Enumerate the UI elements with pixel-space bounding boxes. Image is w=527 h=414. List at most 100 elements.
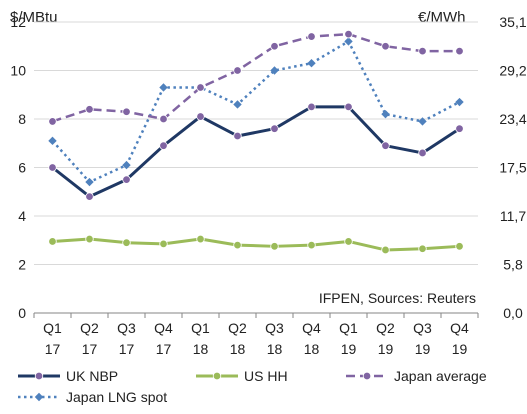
y-left-tick-label: 4 (18, 208, 26, 224)
legend-label: Japan average (394, 368, 487, 384)
data-point (85, 234, 94, 244)
data-point (381, 245, 390, 255)
data-point (159, 83, 168, 92)
series-line (52, 32, 460, 123)
y-left-tick-label: 6 (18, 160, 26, 176)
series-uk-nbp (48, 102, 464, 201)
legend-item: US HH (196, 368, 288, 384)
data-point (270, 66, 279, 75)
axes: 0 2 4 6 8 10 12 0,0 5,8 11,7 17,5 23,4 29,2 35,1 Q1 17 Q… (10, 14, 526, 357)
series-line (52, 237, 460, 252)
data-point (270, 242, 279, 251)
data-point (48, 117, 57, 126)
data-point (48, 163, 57, 172)
x-tick-label-year: 17 (119, 341, 135, 357)
y-left-tick-label: 0 (18, 305, 26, 321)
x-tick-label-year: 18 (304, 341, 320, 357)
legend-item: Japan average (346, 368, 487, 384)
data-point (344, 237, 353, 246)
x-tick-label-quarter: Q1 (339, 320, 358, 336)
x-tick-label-year: 17 (82, 341, 98, 357)
data-point (307, 32, 316, 41)
legend-swatch-marker (34, 371, 44, 381)
data-point (85, 192, 94, 201)
x-tick-label-year: 19 (341, 341, 357, 357)
x-tick-label-quarter: Q4 (302, 320, 321, 336)
data-point (122, 107, 131, 116)
data-point (381, 42, 390, 51)
data-point (418, 117, 427, 126)
data-point (196, 234, 205, 244)
data-point (418, 244, 427, 253)
data-point (233, 131, 242, 141)
data-point (455, 242, 464, 251)
x-tick-label-quarter: Q1 (43, 320, 62, 336)
legend-swatch-marker (212, 371, 222, 381)
data-point (418, 148, 427, 158)
y-left-tick-label: 2 (18, 257, 26, 273)
data-point (159, 114, 168, 124)
x-tick-label-quarter: Q2 (228, 320, 247, 336)
y-right-tick-label: 0,0 (503, 305, 523, 321)
data-point (159, 141, 168, 150)
y-right-tick-label: 29,2 (499, 63, 526, 79)
legend-label: Japan LNG spot (66, 389, 167, 405)
data-point (307, 102, 316, 112)
legend-label: US HH (244, 368, 288, 384)
data-point (344, 37, 353, 46)
x-tick-label-year: 18 (230, 341, 246, 357)
data-point (85, 105, 94, 114)
data-point (85, 177, 94, 187)
x-tick-label-year: 19 (415, 341, 431, 357)
grid-lines (34, 21, 478, 265)
y-left-tick-label: 12 (10, 14, 26, 30)
data-point (455, 46, 464, 56)
data-point (270, 124, 279, 133)
data-point (233, 66, 242, 75)
y-right-tick-label: 11,7 (500, 208, 526, 224)
data-point (196, 112, 205, 121)
data-point (48, 237, 57, 246)
x-tick-label-year: 18 (267, 341, 283, 357)
data-point (455, 97, 464, 107)
data-point (381, 141, 390, 150)
data-point (48, 136, 57, 146)
y-right-tick-label: 23,4 (499, 111, 526, 127)
y-right-tick-label: 5,8 (503, 257, 523, 273)
series-japan-average (48, 29, 464, 126)
legend-swatch-marker (362, 371, 372, 381)
x-tick-label-year: 17 (45, 341, 61, 357)
data-point (196, 83, 205, 92)
x-tick-label-year: 19 (378, 341, 394, 357)
data-point (455, 124, 464, 133)
data-point (418, 46, 427, 56)
x-tick-label-quarter: Q4 (154, 320, 173, 336)
legend: UK NBP US HH Japan average Japan LNG spot (18, 368, 487, 405)
data-point (270, 42, 279, 51)
series-us-hh (48, 234, 464, 255)
data-point (233, 100, 242, 109)
y-right-axis-label: €/MWh (418, 9, 466, 26)
y-right-tick-label: 35,1 (499, 14, 526, 30)
x-tick-label-year: 18 (193, 341, 209, 357)
y-right-tick-label: 17,5 (499, 160, 526, 176)
x-tick-label-quarter: Q1 (191, 320, 210, 336)
x-tick-label-year: 17 (156, 341, 172, 357)
y-left-tick-label: 10 (10, 63, 26, 79)
x-tick-label-quarter: Q3 (117, 320, 136, 336)
data-point (381, 109, 390, 119)
source-annotation: IFPEN, Sources: Reuters (319, 290, 476, 306)
data-point (122, 175, 131, 184)
data-point (307, 240, 316, 250)
legend-item: Japan LNG spot (18, 389, 167, 405)
series-layer (48, 29, 464, 255)
data-point (122, 238, 131, 247)
x-tick-label-year: 19 (452, 341, 468, 357)
x-tick-label-quarter: Q2 (376, 320, 395, 336)
x-tick-label-quarter: Q3 (265, 320, 284, 336)
data-point (159, 239, 168, 249)
x-tick-label-quarter: Q2 (80, 320, 99, 336)
data-point (344, 102, 353, 112)
